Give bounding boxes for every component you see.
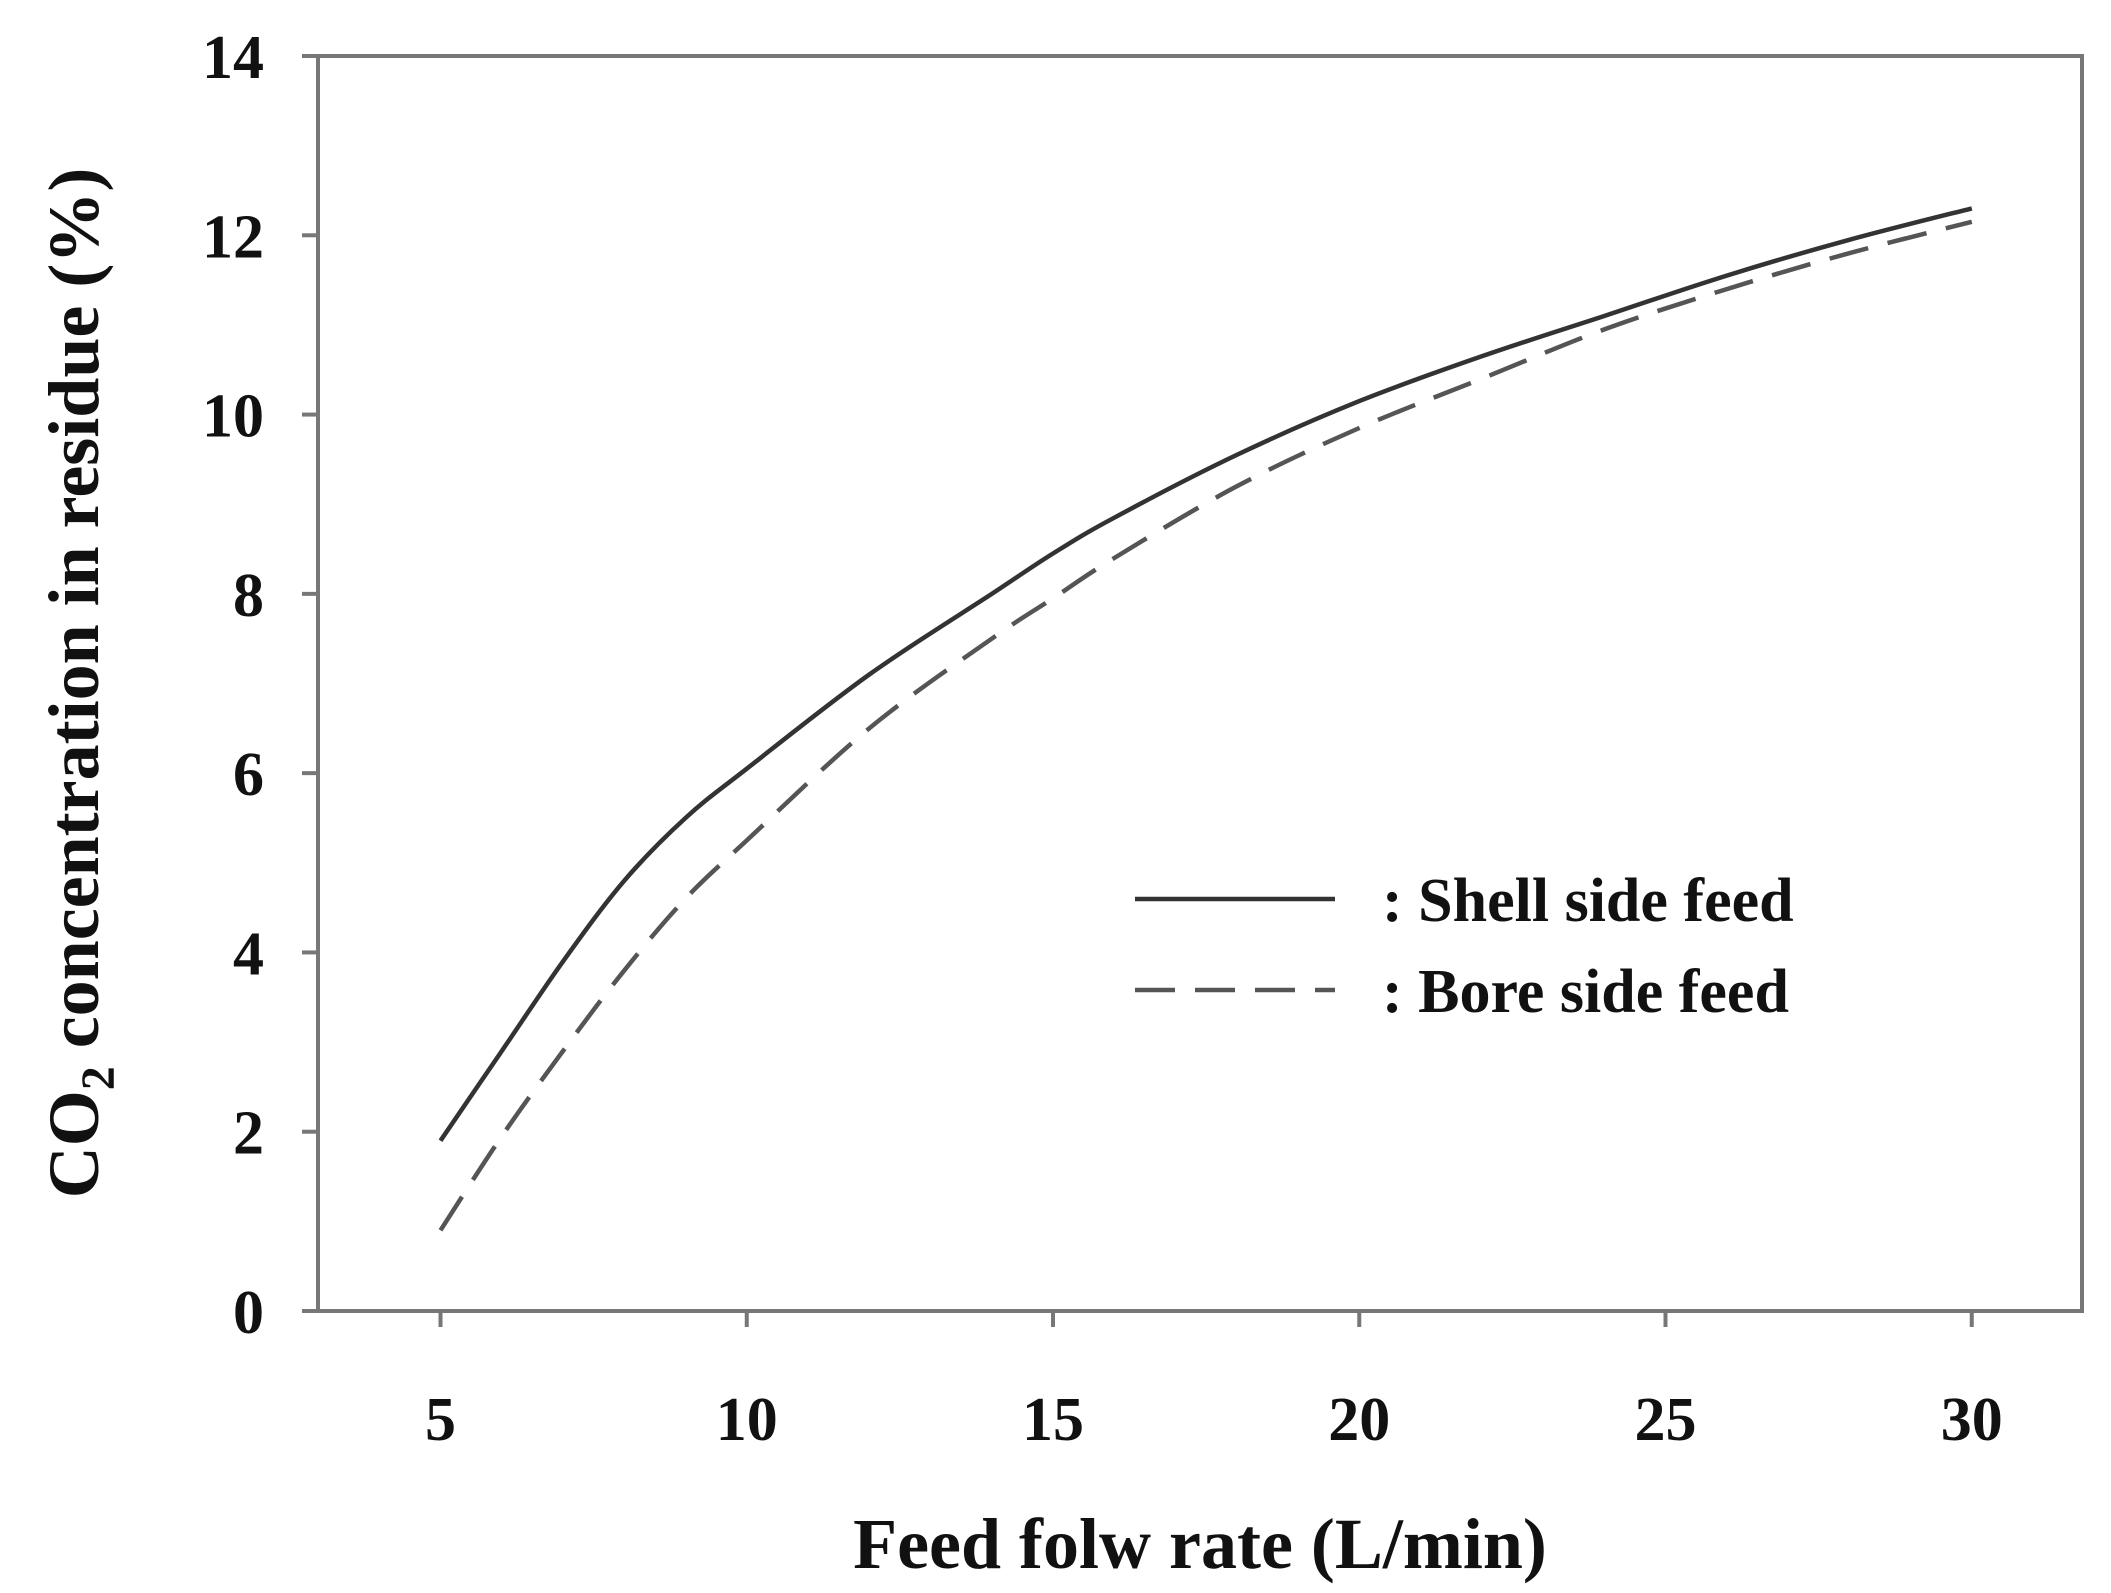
legend: : Shell side feed : Bore side feed [1135,867,1794,1026]
plot-frame [316,54,2084,1313]
y-tick-label: 10 [202,383,264,451]
y-axis: 0 2 4 6 8 10 12 14 [202,24,318,1347]
x-tick-label: 25 [1635,1386,1697,1454]
y-tick-label: 0 [233,1279,264,1347]
series-line-bore-side-feed [438,219,1973,1232]
y-tick-label: 12 [202,203,264,271]
y-tick-label: 6 [233,741,264,809]
y-tick-label: 2 [233,1100,264,1168]
series-layer [438,206,1973,1232]
x-tick-label: 20 [1328,1386,1390,1454]
legend-label: : Bore side feed [1382,958,1789,1026]
x-tick-label: 10 [716,1386,778,1454]
y-tick-label: 4 [233,920,264,988]
x-axis-label: Feed folw rate (L/min) [853,1504,1547,1584]
series-line-shell-side-feed [438,206,1973,1142]
y-tick-label: 8 [233,562,264,630]
y-axis-label: CO2 concentration in residue (%) [34,168,125,1199]
y-axis-label-suffix: concentration in residue (%) [34,168,114,1067]
y-axis-label-prefix: CO [34,1090,114,1198]
legend-label: : Shell side feed [1382,867,1794,935]
x-tick-label: 30 [1941,1386,2003,1454]
x-tick-label: 5 [425,1386,456,1454]
y-axis-label-subscript: 2 [72,1066,125,1090]
y-tick-label: 14 [202,24,264,92]
x-axis: 5 10 15 20 25 30 [425,1311,2003,1454]
x-tick-label: 15 [1022,1386,1084,1454]
